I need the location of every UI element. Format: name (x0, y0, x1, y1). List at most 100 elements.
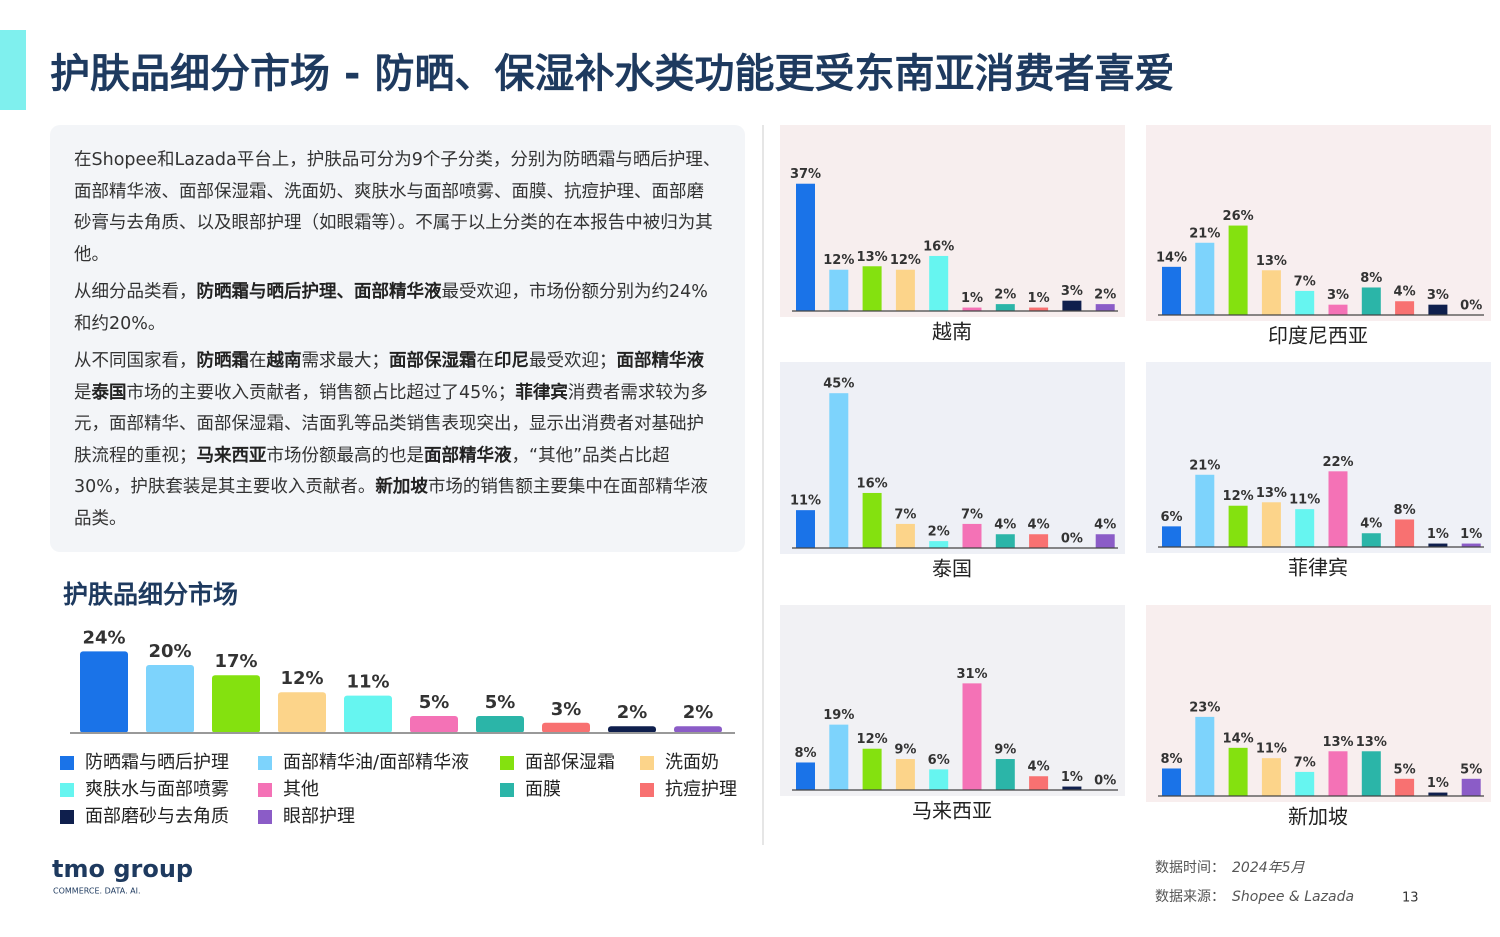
bar (1261, 270, 1281, 315)
text: 最受欢迎，市场份额分别为约24%和约20%。 (74, 282, 708, 334)
bar (1062, 786, 1082, 790)
value-label: 11% (790, 494, 821, 509)
bold-text: 防晒霜 (196, 351, 250, 371)
date-label: 数据时间： (1155, 860, 1225, 876)
source: Shopee & Lazada (1232, 889, 1354, 905)
bar (1162, 768, 1181, 796)
value-label: 5% (419, 692, 450, 713)
bar (962, 523, 982, 548)
value-label: 14% (1156, 250, 1187, 265)
text: 市场的销售额主要集中在面部精华液品类。 (74, 477, 708, 529)
bar (862, 266, 882, 311)
value-label: 1% (1427, 527, 1449, 542)
text: 是 (74, 382, 92, 403)
bold-text: 面部精华液 (424, 445, 512, 466)
value-label: 0% (1061, 532, 1083, 547)
bold-text: 面部保湿霜 (389, 351, 477, 371)
bold-text: 泰国 (91, 382, 127, 403)
bar (995, 304, 1015, 311)
text: 在 (249, 351, 267, 371)
bar (1195, 716, 1215, 796)
value-label: 8% (1394, 503, 1416, 518)
text: 消费者需求较为多元，面部精华、面部保湿霜、洁面乳等品类销售表现突出，显示出消费者… (74, 382, 708, 466)
legend-swatch (60, 810, 74, 824)
bar (1295, 771, 1315, 796)
bar (796, 183, 815, 311)
bold-text: 马来西亚 (196, 445, 267, 466)
bar (862, 748, 882, 790)
bar (1095, 304, 1115, 311)
text: 从不同国家看， (74, 351, 197, 371)
bar (1361, 533, 1381, 547)
value-label: 31% (956, 667, 987, 682)
bar (829, 724, 849, 790)
value-label: 7% (1294, 755, 1316, 770)
value-label: 14% (1223, 731, 1254, 746)
bar (1328, 304, 1348, 315)
bar (829, 393, 849, 548)
value-label: 8% (1360, 271, 1382, 286)
text: 在 (476, 351, 495, 371)
bar (1228, 225, 1248, 315)
page-number: 13 (1402, 891, 1419, 906)
value-label: 12% (823, 253, 854, 268)
bar (1162, 526, 1181, 547)
value-label: 37% (790, 167, 821, 182)
value-label: 23% (1189, 700, 1220, 715)
value-label: 19% (823, 708, 854, 723)
bar (278, 692, 326, 733)
legend-label: 面部保湿霜 (525, 752, 615, 773)
chart-title: 泰国 (932, 557, 972, 581)
bar (1328, 471, 1348, 547)
value-label: 2% (994, 288, 1016, 303)
value-label: 2% (617, 702, 648, 723)
legend-swatch (258, 783, 272, 797)
value-label: 1% (1427, 776, 1449, 791)
value-label: 21% (1189, 458, 1220, 473)
value-label: 8% (1160, 752, 1182, 767)
value-label: 45% (823, 377, 854, 392)
bar (862, 492, 882, 548)
value-label: 3% (1327, 288, 1349, 303)
bold-text: 防晒霜与晒后护理、面部精华液 (196, 282, 442, 302)
bar (929, 769, 949, 790)
bold-text: 印尼 (494, 351, 529, 371)
value-label: 13% (1256, 254, 1287, 269)
bar (796, 510, 815, 548)
value-label: 3% (1061, 284, 1083, 299)
bar (1195, 242, 1215, 315)
bar (1261, 502, 1281, 547)
bar (1095, 534, 1115, 548)
chart-title: 马来西亚 (912, 799, 992, 823)
bold-text: 越南 (266, 351, 302, 371)
accent-bar (0, 30, 26, 110)
source-label: 数据来源： (1155, 889, 1225, 905)
text: 市场的主要收入贡献者，销售额占比超过了45%； (126, 382, 516, 403)
bar (962, 683, 982, 790)
bar (1162, 266, 1181, 315)
bar (1395, 778, 1415, 796)
text: ，“其他”品类占比超30%，护肤套装是其主要收入贡献者。 (74, 445, 670, 498)
bar (1062, 300, 1082, 311)
text: 从细分品类看， (74, 282, 197, 302)
legend-label: 抗痘护理 (665, 779, 737, 800)
text: 最受欢迎； (529, 351, 617, 371)
legend-swatch (640, 783, 654, 797)
value-label: 1% (1028, 291, 1050, 306)
bar (212, 675, 260, 733)
bar (1295, 509, 1315, 547)
legend-swatch (60, 756, 74, 770)
value-label: 12% (1223, 489, 1254, 504)
paragraph: 从细分品类看，防晒霜与晒后护理、面部精华液最受欢迎，市场份额分别为约24%和约2… (74, 277, 721, 340)
bar (1029, 307, 1049, 311)
bar (962, 307, 982, 311)
legend-swatch (258, 756, 272, 770)
value-label: 16% (857, 476, 888, 491)
bar (146, 665, 194, 733)
value-label: 6% (928, 753, 950, 768)
bar (929, 541, 949, 548)
bar (542, 722, 590, 733)
bold-text: 菲律宾 (515, 382, 568, 403)
value-label: 2% (683, 702, 714, 723)
